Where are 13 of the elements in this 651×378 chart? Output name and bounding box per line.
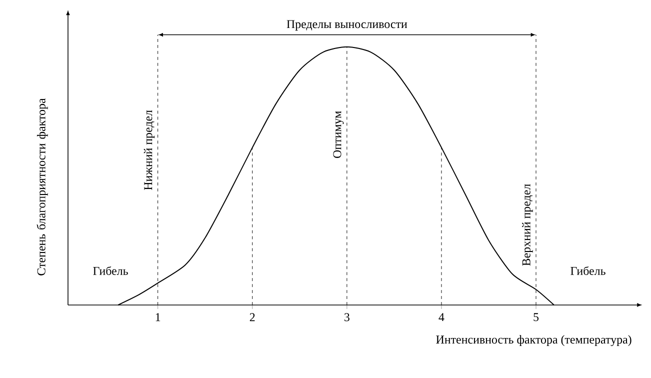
x-tick-label: 1: [156, 313, 160, 322]
ref-line-label: Оптимум: [333, 111, 344, 158]
annotation: Гибель: [570, 266, 606, 275]
y-axis-title: Степень благоприятности фактора: [36, 98, 48, 276]
x-tick-label: 4: [438, 313, 444, 322]
x-tick-label: 2: [250, 313, 255, 322]
x-tick-label: 5: [534, 313, 539, 322]
x-axis-title: Интенсивность фактора (температура): [436, 335, 632, 346]
x-tick-label: 3: [344, 313, 350, 322]
ref-line-label: Верхний предел: [522, 184, 533, 266]
ref-line-label: Нижний предел: [144, 110, 155, 190]
annotation: Гибель: [93, 266, 128, 275]
text: Пределы выносливости: [286, 20, 408, 31]
